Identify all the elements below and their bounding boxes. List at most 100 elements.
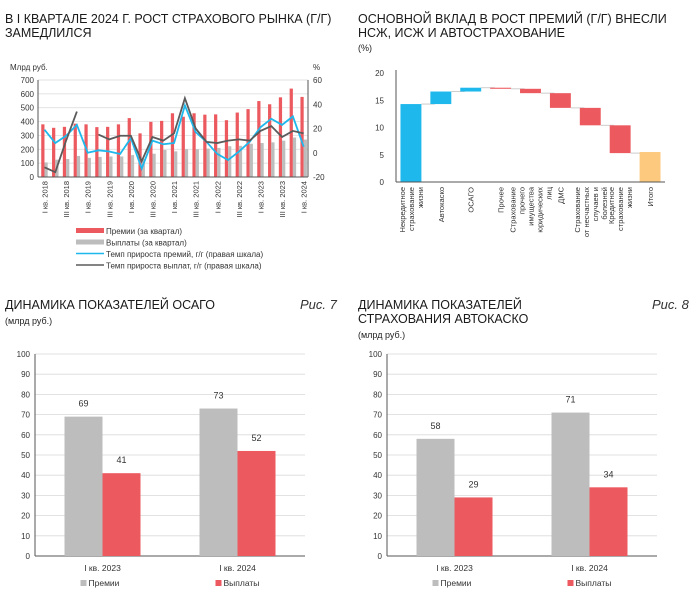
payout-bar xyxy=(195,149,199,177)
payout-bar xyxy=(589,487,628,556)
premium-bar xyxy=(192,113,196,177)
data-label: 71 xyxy=(565,395,575,405)
premium-bar xyxy=(149,121,153,177)
x-tick-label: имущества xyxy=(527,186,536,226)
premium-bar xyxy=(235,112,239,177)
y-tick-label: 10 xyxy=(373,532,382,541)
premium-bar xyxy=(127,118,131,177)
payout-bar xyxy=(217,147,221,177)
y2-tick-label: 20 xyxy=(313,125,322,134)
x-tick-label: ОСАГО xyxy=(467,187,476,213)
y-tick-label: 700 xyxy=(21,76,35,85)
y-tick-label: 100 xyxy=(21,159,35,168)
payout-bar xyxy=(66,158,70,177)
x-tick-label: I кв. 2018 xyxy=(40,181,49,213)
payout-bar xyxy=(206,148,210,177)
x-tick-label: болезней xyxy=(600,187,609,220)
y-tick-label: 0 xyxy=(30,173,35,182)
premium-bar xyxy=(416,438,455,556)
legend-label: Премии (за квартал) xyxy=(106,227,182,236)
x-tick-label: Кредитное xyxy=(607,187,616,224)
data-label: 41 xyxy=(116,455,126,465)
legend-swatch xyxy=(76,228,104,233)
payout-bar xyxy=(120,156,124,177)
y-tick-label: 70 xyxy=(373,411,382,420)
y-tick-label: 20 xyxy=(21,512,30,521)
x-tick-label: III кв. 2019 xyxy=(105,181,114,217)
chart2-title: Основной вклад в рост премий (г/г) внесл… xyxy=(358,12,667,40)
premium-bar xyxy=(278,97,283,177)
payout-bar xyxy=(44,162,48,177)
legend-label: Выплаты xyxy=(576,578,612,588)
y-tick-label: 60 xyxy=(21,431,30,440)
x-tick-label: лиц xyxy=(545,186,554,200)
y-tick-label: 0 xyxy=(26,552,31,561)
x-tick-label: I кв. 2020 xyxy=(127,181,136,213)
y-tick-label: 80 xyxy=(21,390,30,399)
y-tick-label: 600 xyxy=(21,90,35,99)
data-label: 52 xyxy=(251,433,261,443)
y-tick-label: 15 xyxy=(375,96,384,105)
x-tick-label: жизни xyxy=(625,187,634,208)
y-tick-label: 0 xyxy=(380,178,385,187)
y-axis-label: Млрд руб. xyxy=(10,63,48,72)
chart3-title: Динамика показателей ОСАГО xyxy=(5,298,215,312)
premium-growth-line xyxy=(43,102,305,172)
premium-bar xyxy=(268,104,272,177)
payout-bar xyxy=(87,157,91,177)
chart2-subtitle: (%) xyxy=(358,43,372,53)
legend-label: Премии xyxy=(441,578,472,588)
payout-bar xyxy=(141,158,145,177)
waterfall-bar xyxy=(579,107,601,126)
y-tick-label: 10 xyxy=(21,532,30,541)
payout-bar xyxy=(260,143,264,177)
chart4-figure-label: Рис. 8 xyxy=(652,297,689,312)
y-tick-label: 20 xyxy=(375,69,384,78)
x-tick-label: I кв. 2024 xyxy=(219,563,256,573)
x-tick-label: Итого xyxy=(646,187,655,207)
y2-tick-label: 0 xyxy=(313,149,318,158)
payout-bar xyxy=(102,473,141,556)
y-tick-label: 40 xyxy=(373,471,382,480)
payout-bar xyxy=(98,156,102,177)
legend-swatch xyxy=(567,580,574,586)
y2-tick-label: -20 xyxy=(313,173,325,182)
chart3-subtitle: (млрд руб.) xyxy=(5,316,53,326)
x-tick-label: III кв. 2023 xyxy=(278,181,287,217)
payout-bar xyxy=(292,137,297,177)
premium-bar xyxy=(214,114,218,177)
data-label: 29 xyxy=(468,479,478,489)
y-tick-label: 50 xyxy=(373,451,382,460)
premium-bar xyxy=(160,120,164,177)
y-tick-label: 30 xyxy=(21,491,30,500)
y-tick-label: 500 xyxy=(21,104,35,113)
x-tick-label: III кв. 2020 xyxy=(148,181,157,217)
x-tick-label: I кв. 2024 xyxy=(300,181,309,213)
data-label: 58 xyxy=(430,421,440,431)
legend-label: Темп прироста выплат, г/г (правая шкала) xyxy=(106,262,262,271)
x-tick-label: I кв. 2023 xyxy=(84,563,121,573)
payout-bar xyxy=(76,155,81,177)
x-tick-label: страхование xyxy=(407,187,416,231)
payout-bar xyxy=(454,497,493,556)
y-tick-label: 50 xyxy=(21,451,30,460)
y-tick-label: 20 xyxy=(373,512,382,521)
y2-tick-label: 60 xyxy=(313,76,322,85)
payout-bar xyxy=(184,149,189,177)
chart4-title: Динамика показателей страхования автокас… xyxy=(358,298,529,326)
waterfall-bar xyxy=(400,104,422,182)
y-tick-label: 60 xyxy=(373,431,382,440)
data-label: 73 xyxy=(213,391,223,401)
x-tick-label: Прочее xyxy=(497,187,506,213)
premium-bar xyxy=(551,412,590,556)
payout-growth-line xyxy=(44,95,304,174)
y-tick-label: 200 xyxy=(21,145,35,154)
premium-bar xyxy=(300,96,304,177)
y2-axis-label: % xyxy=(313,63,320,72)
x-tick-label: III кв. 2018 xyxy=(62,181,71,217)
waterfall-bar xyxy=(430,91,452,105)
y-tick-label: 40 xyxy=(21,471,30,480)
x-tick-label: страхование xyxy=(616,187,625,231)
